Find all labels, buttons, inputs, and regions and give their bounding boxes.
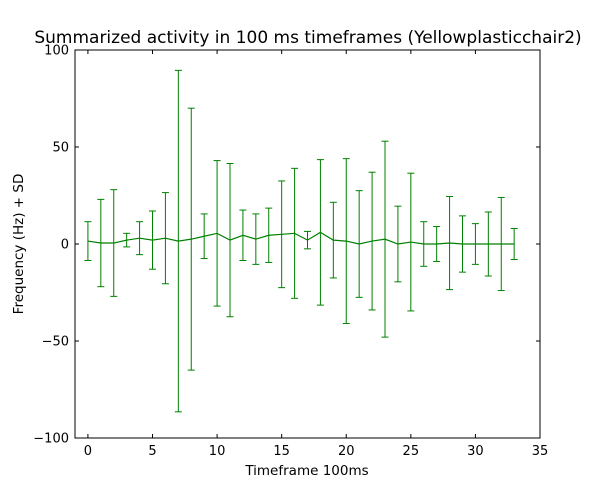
x-tick-label: 20 [338, 444, 355, 459]
series-line [87, 231, 515, 245]
y-tick-label: 0 [61, 238, 69, 253]
x-tick-label: 0 [84, 444, 92, 459]
chart-title: Summarized activity in 100 ms timeframes… [34, 28, 581, 48]
y-axis-label: Frequency (Hz) + SD [11, 174, 27, 315]
y-tick-label: −100 [33, 432, 69, 447]
x-tick-label: 5 [148, 444, 156, 459]
x-axis-label: Timeframe 100ms [244, 463, 368, 479]
axis-ticks: 0 5 10 15 20 25 30 35 −100 −50 0 50 100 [33, 44, 548, 460]
y-tick-label: 100 [44, 44, 69, 59]
plot-marks [84, 69, 518, 413]
error-bar [84, 221, 92, 261]
y-tick-label: −50 [42, 335, 69, 350]
x-tick-label: 35 [532, 444, 549, 459]
y-tick-label: 50 [52, 141, 69, 156]
x-tick-label: 30 [467, 444, 484, 459]
x-tick-label: 25 [403, 444, 420, 459]
x-tick-label: 10 [209, 444, 226, 459]
x-tick-label: 15 [273, 444, 290, 459]
